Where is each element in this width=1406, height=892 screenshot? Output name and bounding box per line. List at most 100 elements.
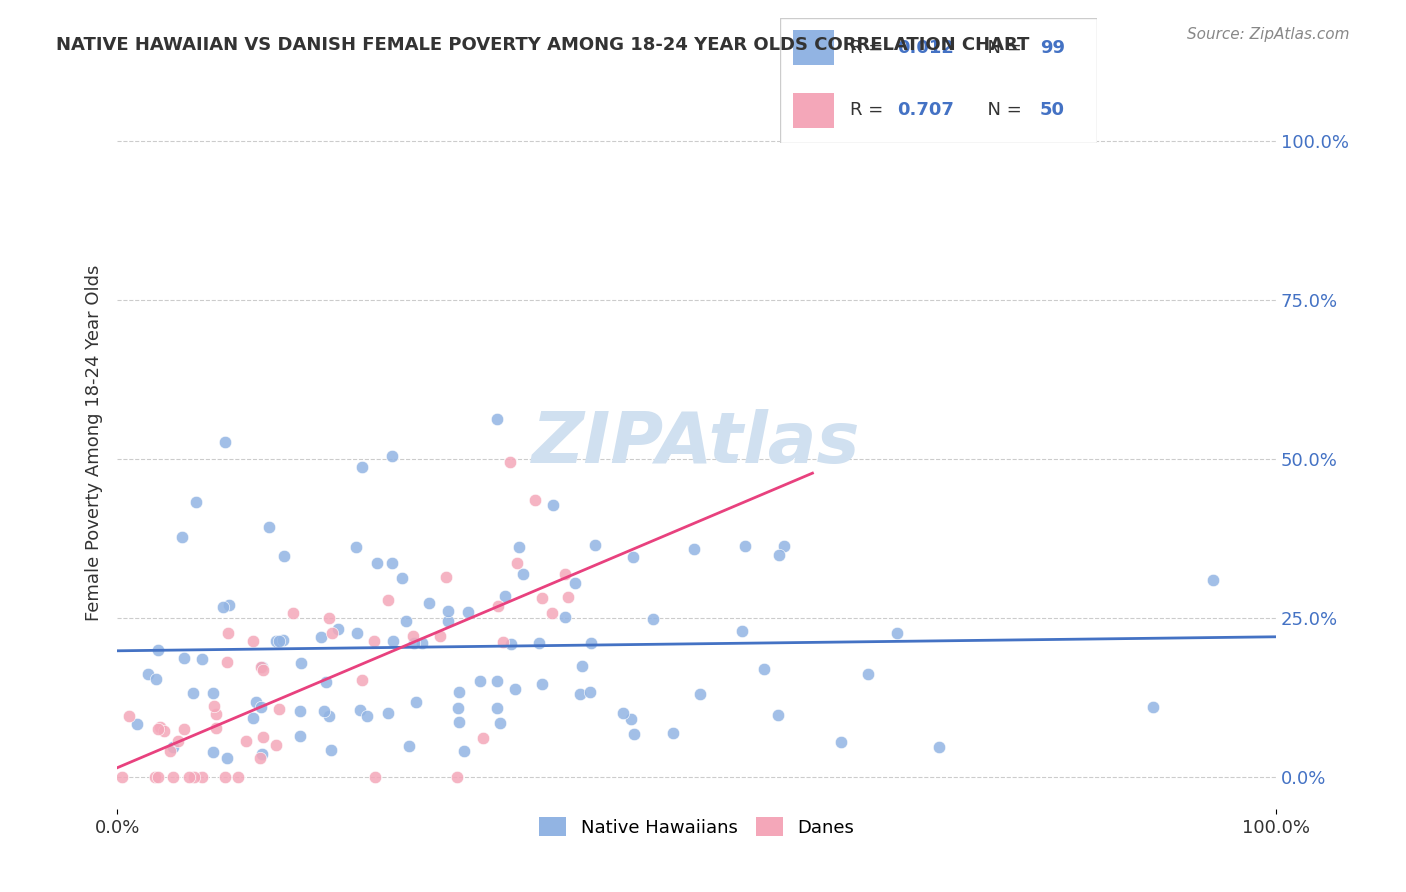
Danes: [364, 770, 387, 784]
Danes: [524, 493, 547, 508]
Native Hawaiians: [620, 712, 643, 726]
Native Hawaiians: [148, 643, 170, 657]
Native Hawaiians: [1202, 573, 1225, 587]
Danes: [377, 593, 399, 607]
Native Hawaiians: [259, 520, 281, 534]
Danes: [446, 770, 468, 784]
Native Hawaiians: [579, 685, 602, 699]
Text: Source: ZipAtlas.com: Source: ZipAtlas.com: [1187, 27, 1350, 42]
Native Hawaiians: [145, 673, 167, 687]
Native Hawaiians: [752, 662, 775, 676]
Native Hawaiians: [457, 605, 479, 619]
Native Hawaiians: [181, 686, 204, 700]
Y-axis label: Female Poverty Among 18-24 Year Olds: Female Poverty Among 18-24 Year Olds: [86, 265, 103, 622]
Native Hawaiians: [571, 658, 593, 673]
Native Hawaiians: [683, 541, 706, 556]
Native Hawaiians: [568, 686, 591, 700]
Native Hawaiians: [468, 673, 491, 688]
Native Hawaiians: [453, 744, 475, 758]
Native Hawaiians: [215, 751, 238, 765]
Danes: [249, 751, 271, 765]
Native Hawaiians: [449, 684, 471, 698]
Danes: [252, 663, 274, 677]
Native Hawaiians: [661, 726, 683, 740]
Native Hawaiians: [273, 549, 295, 563]
Native Hawaiians: [1142, 700, 1164, 714]
Native Hawaiians: [328, 622, 350, 636]
Native Hawaiians: [564, 575, 586, 590]
Native Hawaiians: [321, 742, 343, 756]
Danes: [204, 698, 226, 713]
Native Hawaiians: [366, 556, 388, 570]
FancyBboxPatch shape: [793, 30, 834, 65]
Danes: [159, 744, 181, 758]
Danes: [499, 455, 522, 469]
Native Hawaiians: [162, 739, 184, 754]
Danes: [429, 629, 451, 643]
Native Hawaiians: [346, 626, 368, 640]
Native Hawaiians: [734, 539, 756, 553]
Native Hawaiians: [768, 548, 790, 562]
Danes: [531, 591, 554, 606]
Danes: [402, 629, 425, 643]
Native Hawaiians: [381, 556, 404, 570]
Native Hawaiians: [505, 682, 527, 697]
Native Hawaiians: [381, 449, 404, 463]
Native Hawaiians: [643, 612, 665, 626]
Native Hawaiians: [264, 634, 287, 648]
Text: 0.707: 0.707: [897, 102, 955, 120]
FancyBboxPatch shape: [780, 18, 1097, 143]
Native Hawaiians: [494, 589, 516, 603]
Native Hawaiians: [405, 695, 427, 709]
Danes: [217, 626, 239, 640]
Native Hawaiians: [391, 571, 413, 585]
Native Hawaiians: [309, 630, 332, 644]
Native Hawaiians: [766, 707, 789, 722]
Native Hawaiians: [530, 677, 553, 691]
Native Hawaiians: [250, 660, 273, 674]
Native Hawaiians: [269, 634, 291, 648]
Native Hawaiians: [928, 740, 950, 755]
Text: N =: N =: [977, 102, 1028, 120]
Danes: [352, 673, 374, 687]
Native Hawaiians: [395, 614, 418, 628]
Native Hawaiians: [288, 704, 311, 718]
Native Hawaiians: [250, 700, 273, 714]
Native Hawaiians: [242, 711, 264, 725]
Danes: [143, 770, 166, 784]
Text: 0.012: 0.012: [897, 39, 955, 57]
Danes: [226, 770, 249, 784]
Danes: [363, 633, 385, 648]
Native Hawaiians: [184, 495, 207, 509]
Danes: [204, 706, 226, 721]
Danes: [183, 770, 205, 784]
Native Hawaiians: [731, 624, 754, 638]
Native Hawaiians: [191, 652, 214, 666]
Native Hawaiians: [356, 709, 378, 723]
Danes: [146, 722, 169, 736]
Text: ZIPAtlas: ZIPAtlas: [533, 409, 860, 478]
Danes: [166, 734, 188, 748]
Danes: [242, 633, 264, 648]
Native Hawaiians: [218, 598, 240, 612]
Danes: [235, 733, 257, 747]
Native Hawaiians: [612, 706, 634, 721]
Native Hawaiians: [437, 614, 460, 628]
Native Hawaiians: [437, 604, 460, 618]
Native Hawaiians: [125, 716, 148, 731]
Native Hawaiians: [485, 412, 508, 426]
Danes: [148, 770, 170, 784]
Danes: [173, 722, 195, 736]
Danes: [214, 770, 236, 784]
Text: 50: 50: [1040, 102, 1064, 120]
Native Hawaiians: [250, 747, 273, 761]
Danes: [177, 770, 200, 784]
Native Hawaiians: [344, 541, 367, 555]
Native Hawaiians: [583, 538, 606, 552]
Native Hawaiians: [202, 745, 225, 759]
Native Hawaiians: [214, 434, 236, 449]
Native Hawaiians: [501, 637, 523, 651]
Native Hawaiians: [398, 739, 420, 754]
Native Hawaiians: [886, 625, 908, 640]
Danes: [149, 720, 172, 734]
